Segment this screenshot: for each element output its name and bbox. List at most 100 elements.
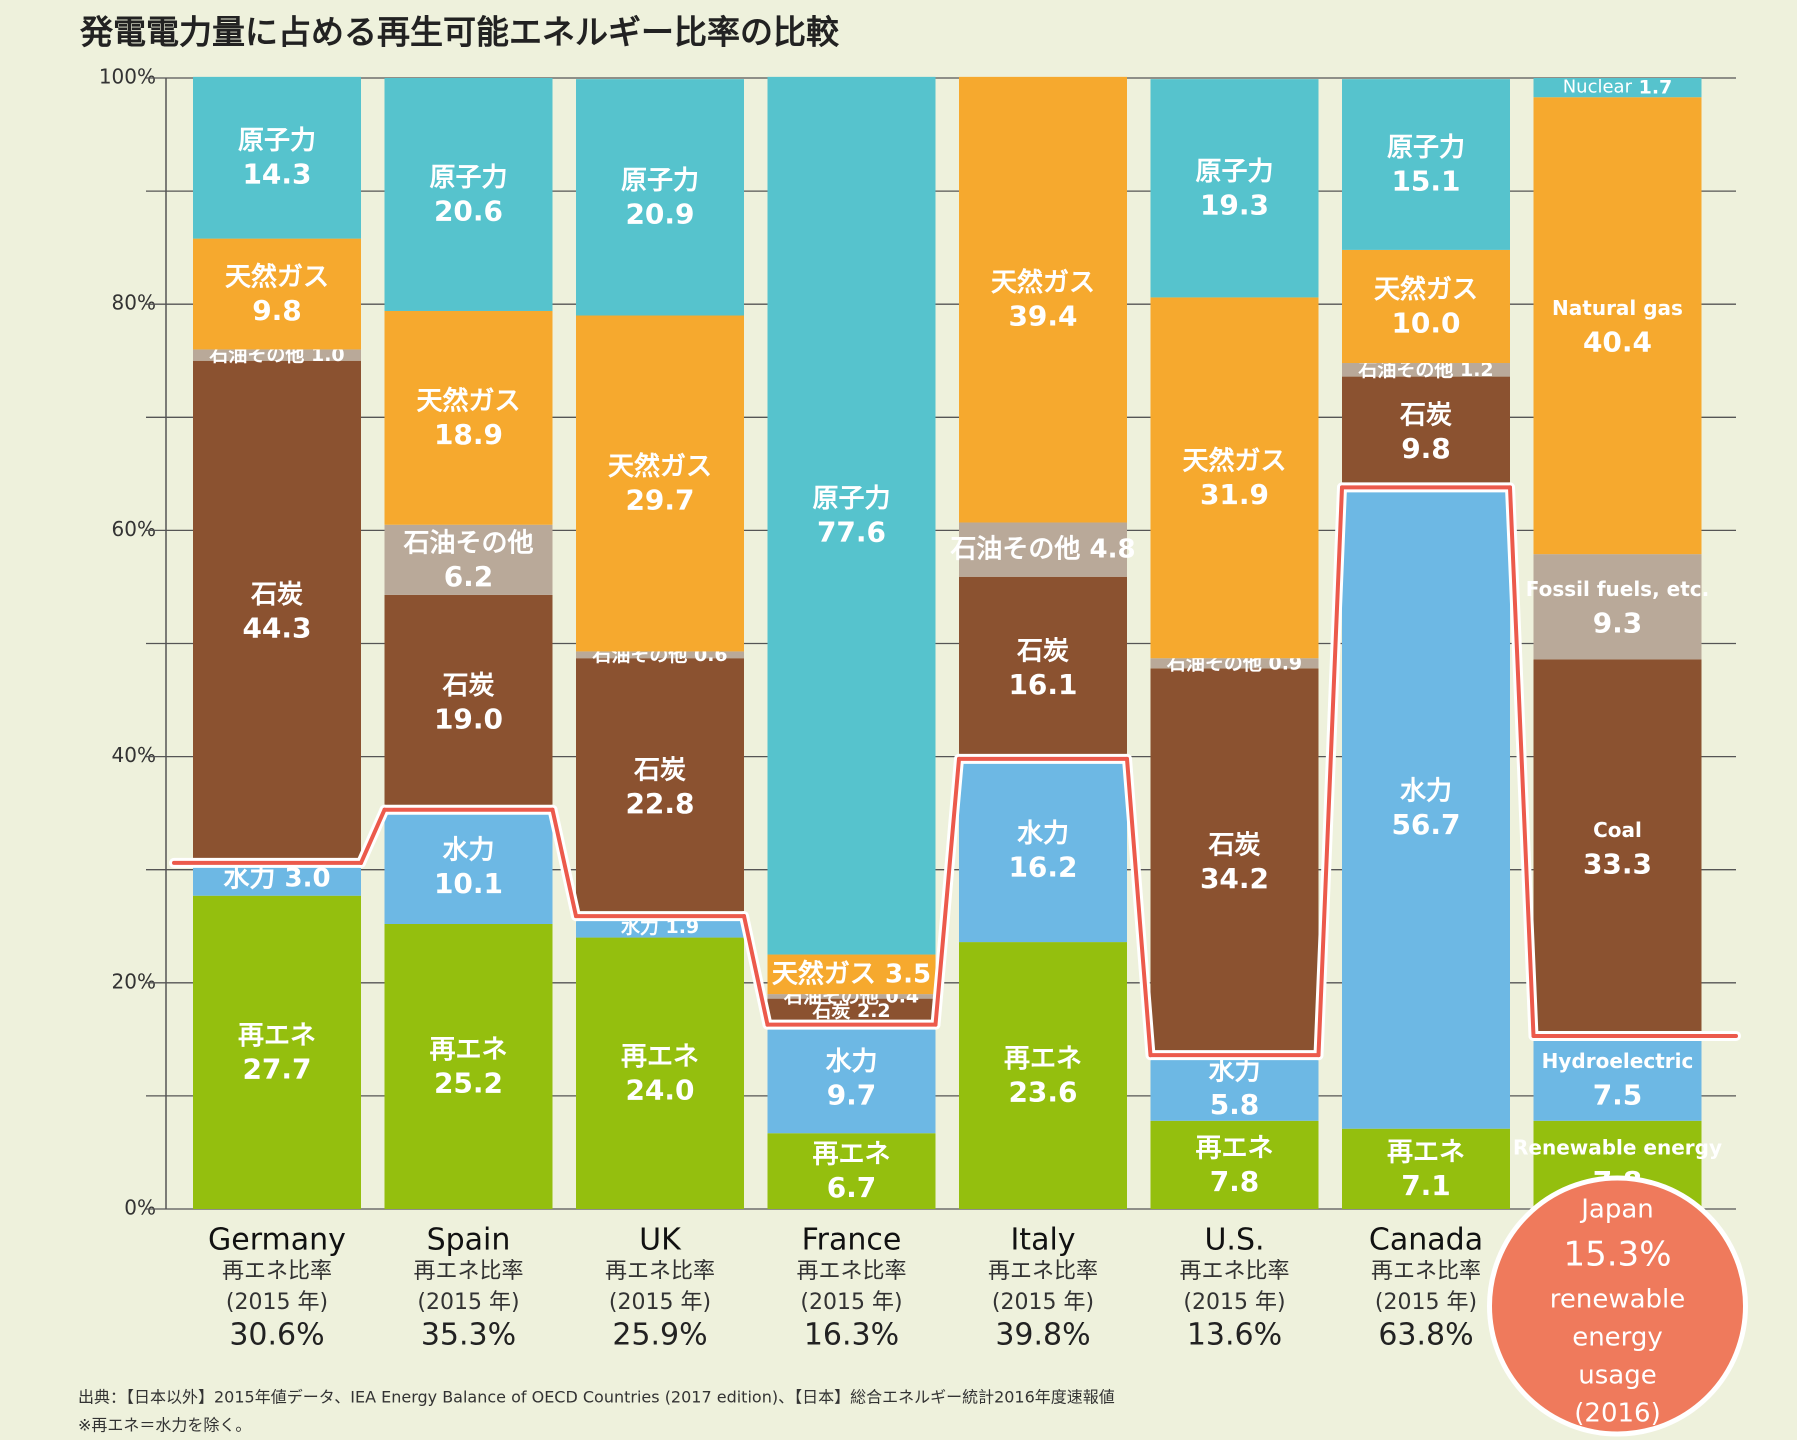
bar-segment [959, 576, 1127, 759]
segment-value: 9.3 [1593, 607, 1643, 640]
segment-label: Nuclear 1.7 [1563, 76, 1673, 98]
segment-name: 再エネ [1195, 1133, 1273, 1163]
bar-segment [767, 998, 936, 1024]
bar-segment [1150, 668, 1319, 1056]
segment-name: 再エネ [1387, 1137, 1465, 1167]
ratio-connector [1508, 485, 1536, 1038]
x-tick-label: Italy [1010, 1223, 1075, 1258]
ratio-caption: 再エネ比率 [222, 1259, 332, 1284]
segment-name: 石炭 [1016, 636, 1069, 666]
x-tick-label: Japan [1579, 1195, 1654, 1225]
bar-segment [1533, 78, 1702, 98]
ratio-caption: (2015 年) [609, 1290, 711, 1315]
x-tick-label: U.S. [1204, 1223, 1264, 1258]
ratio-connector [359, 807, 387, 865]
ratio-label: 16.3% [804, 1318, 899, 1353]
segment-value: 34.2 [1200, 862, 1269, 895]
japan-caption: (2016) [1574, 1399, 1660, 1429]
bar-segment [384, 809, 553, 924]
ratio-caption: (2015 年) [800, 1290, 902, 1315]
segment-label: 水力 3.0 [223, 863, 330, 893]
ratio-connector [550, 807, 578, 919]
bar-segment [959, 522, 1127, 577]
japan-caption: energy [1572, 1323, 1663, 1353]
segment-name: 水力 [223, 863, 275, 893]
bar-segment [1150, 79, 1319, 298]
x-tick-label: France [802, 1223, 902, 1258]
segment-value: 24.0 [625, 1073, 694, 1106]
bar-segment [767, 954, 936, 995]
segment-value: 31.9 [1200, 478, 1269, 511]
segment-value: 3.0 [285, 863, 331, 893]
ratio-label: 15.3% [1563, 1235, 1671, 1275]
x-tick-label: Canada [1369, 1223, 1483, 1258]
ratio-caption: 再エネ比率 [988, 1259, 1098, 1284]
segment-name: Renewable energy [1513, 1135, 1722, 1159]
bar-segment [1342, 376, 1510, 488]
bar-segment [1342, 363, 1510, 377]
japan-caption: usage [1578, 1361, 1656, 1391]
ratio-connector [933, 756, 961, 1027]
japan-badge [1487, 1175, 1748, 1437]
ratio-caption: (2015 年) [1183, 1290, 1285, 1315]
ratio-connector [1316, 485, 1344, 1058]
segment-name: Nuclear [1563, 77, 1633, 98]
bar-segment [576, 916, 744, 938]
y-tick-label: 0% [124, 1196, 156, 1220]
segment-value: 16.2 [1008, 850, 1077, 883]
segment-value: 4.8 [1090, 534, 1136, 564]
ratio-label: 25.9% [612, 1318, 707, 1353]
bar-segment [1150, 1055, 1319, 1121]
segment-name: Coal [1593, 818, 1642, 842]
bar-segment [959, 758, 1127, 943]
segment-value: 10.1 [434, 867, 503, 900]
bar-segment [767, 1023, 936, 1134]
ratio-label: 13.6% [1187, 1318, 1282, 1353]
bar-segment [193, 76, 361, 239]
bar-segment [193, 360, 361, 862]
segment-name: 天然ガス [1374, 274, 1478, 305]
bar-segment [384, 594, 553, 810]
segment-value: 14.3 [242, 158, 311, 191]
y-tick-label: 60% [112, 517, 156, 541]
x-tick-label: UK [639, 1223, 682, 1258]
segment-value: 7.5 [1593, 1078, 1643, 1111]
segment-value: 27.7 [242, 1052, 311, 1085]
bar-segment [767, 994, 936, 999]
segment-name: Fossil fuels, etc. [1526, 577, 1709, 601]
segment-name: 石油その他 [402, 528, 533, 558]
segment-name: 天然ガス [772, 958, 876, 989]
segment-name: 水力 [442, 835, 494, 865]
ratio-connector [1125, 756, 1153, 1058]
segment-name: 再エネ [1004, 1044, 1082, 1074]
y-tick-label: 80% [112, 291, 156, 315]
segment-name: 再エネ [429, 1035, 507, 1065]
segment-name: 水力 [1400, 777, 1452, 807]
chart-title: 発電電力量に占める再生可能エネルギー比率の比較 [80, 13, 840, 52]
segment-name: 石炭 [633, 756, 686, 786]
segment-name: 石炭 [1399, 401, 1452, 431]
bar-segment [193, 895, 361, 1209]
segment-name: 石炭 [811, 1000, 850, 1022]
x-tick-label: Germany [208, 1223, 346, 1258]
segment-name: 天然ガス [416, 385, 520, 416]
segment-label: 石炭 2.2 [811, 1000, 890, 1022]
segment-value: 77.6 [817, 516, 886, 549]
ratio-caption: (2015 年) [417, 1290, 519, 1315]
segment-name: 原子力 [1387, 133, 1465, 163]
segment-label: 石油その他 4.8 [949, 534, 1135, 564]
footnote: 出典：【日本以外】2015年値データ、IEA Energy Balance of… [78, 1388, 1115, 1407]
segment-name: 石油その他 [949, 534, 1080, 564]
segment-value: 6.7 [827, 1171, 877, 1204]
segment-value: 20.9 [625, 197, 694, 230]
bar-segment [384, 923, 553, 1209]
segment-name: 再エネ [812, 1140, 890, 1170]
segment-name: 天然ガス [608, 451, 712, 482]
bar-segment [1533, 97, 1702, 555]
segment-name: 原子力 [429, 163, 507, 193]
segment-value: 15.1 [1391, 165, 1460, 198]
ratio-caption: 再エネ比率 [605, 1259, 715, 1284]
bar-segment [959, 76, 1127, 523]
segment-value: 1.7 [1639, 76, 1673, 98]
